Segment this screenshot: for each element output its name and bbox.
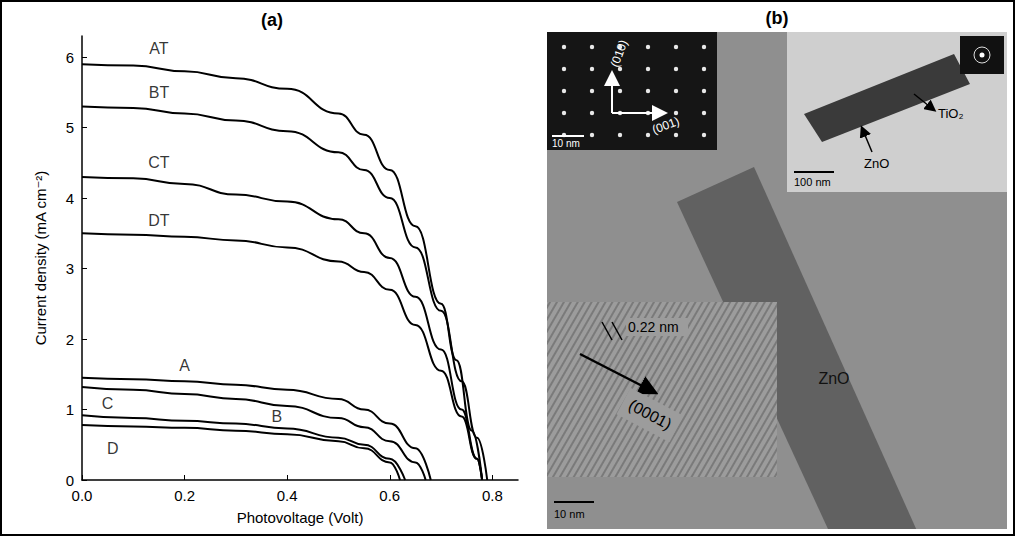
svg-text:0.8: 0.8 — [482, 487, 503, 504]
svg-text:D: D — [107, 440, 119, 457]
svg-text:TiO₂: TiO₂ — [938, 106, 964, 121]
svg-text:10 nm: 10 nm — [552, 138, 580, 149]
svg-text:6: 6 — [66, 49, 74, 66]
svg-text:(010): (010) — [608, 38, 631, 69]
svg-text:AT: AT — [149, 40, 168, 57]
svg-text:0.2: 0.2 — [174, 487, 195, 504]
svg-text:(a): (a) — [261, 10, 283, 30]
svg-text:B: B — [272, 408, 283, 425]
svg-text:(001): (001) — [650, 114, 681, 137]
svg-text:(b): (b) — [766, 8, 789, 28]
svg-text:0: 0 — [66, 472, 74, 489]
svg-text:100 nm: 100 nm — [794, 176, 831, 188]
svg-text:Current density (mA cm⁻²): Current density (mA cm⁻²) — [32, 171, 49, 346]
svg-text:4: 4 — [66, 190, 74, 207]
svg-text:ZnO: ZnO — [864, 156, 889, 171]
svg-text:(0001): (0001) — [626, 396, 675, 433]
svg-text:2: 2 — [66, 331, 74, 348]
svg-text:5: 5 — [66, 119, 74, 136]
svg-text:1: 1 — [66, 401, 74, 418]
svg-text:10 nm: 10 nm — [554, 508, 585, 520]
svg-text:C: C — [102, 395, 114, 412]
svg-text:ZnO: ZnO — [818, 370, 849, 387]
svg-text:0.22 nm: 0.22 nm — [628, 319, 679, 335]
svg-text:0.0: 0.0 — [72, 487, 93, 504]
svg-text:3: 3 — [66, 260, 74, 277]
svg-text:0.6: 0.6 — [379, 487, 400, 504]
svg-text:A: A — [179, 357, 190, 374]
svg-text:CT: CT — [148, 154, 170, 171]
svg-text:DT: DT — [148, 212, 170, 229]
svg-text:0.4: 0.4 — [277, 487, 298, 504]
svg-text:Photovoltage (Volt): Photovoltage (Volt) — [237, 509, 364, 526]
svg-text:BT: BT — [149, 84, 170, 101]
